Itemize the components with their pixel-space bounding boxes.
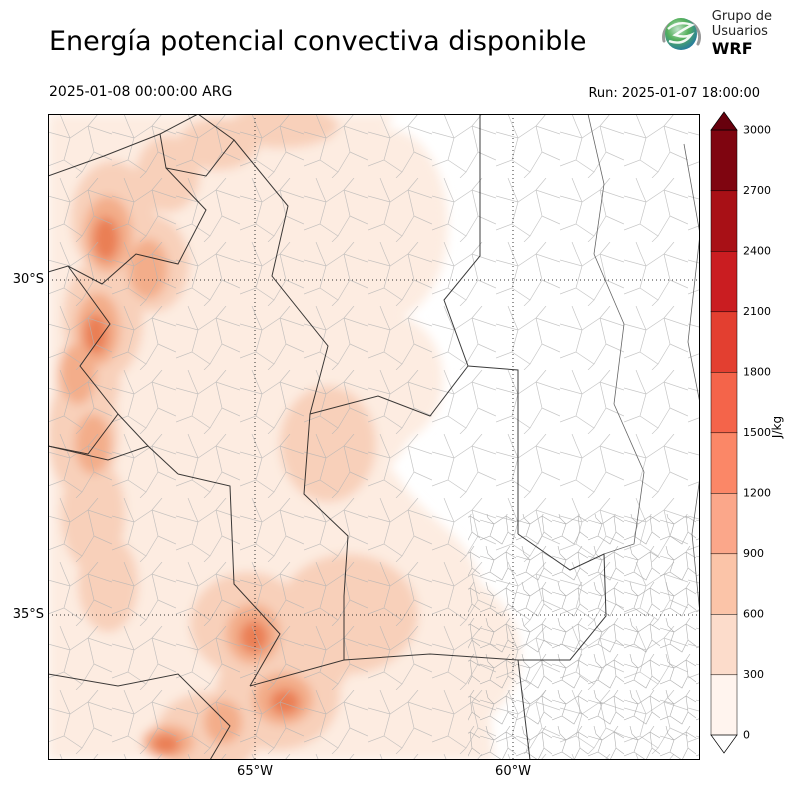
colorbar-segment	[710, 371, 738, 434]
colorbar-tick-label: 3000	[743, 124, 771, 137]
logo-org-line1: Grupo de	[711, 9, 772, 24]
logo-text: Grupo de Usuarios WRF	[711, 9, 772, 58]
colorbar-unit-label: J/kg	[770, 415, 785, 439]
colorbar-tick-label: 1500	[743, 426, 771, 439]
colorbar-tick-label: 2100	[743, 305, 771, 318]
cape-map	[48, 114, 700, 760]
colorbar-segment	[710, 129, 738, 192]
colorbar-segment	[710, 674, 738, 736]
colorbar-tick-label: 1800	[743, 366, 771, 379]
lon-tick-65w: 65°W	[237, 764, 273, 779]
map-border	[48, 114, 700, 760]
colorbar-tick-label: 1200	[743, 487, 771, 500]
colorbar-tick-label: 2400	[743, 245, 771, 258]
logo-org-line2: Usuarios	[711, 23, 768, 39]
logo-wrf-label: WRF	[711, 38, 753, 58]
colorbar-tick-label: 600	[743, 608, 764, 621]
colorbar: 0 300 600 900 1200 1500 1800 2100 2400 2700 3000	[710, 111, 771, 754]
wrf-logo: Grupo de Usuarios WRF	[658, 9, 772, 58]
gridlines	[48, 114, 700, 760]
run-time-label: Run: 2025-01-07 18:00:00	[588, 86, 760, 101]
department-boundaries-dense	[468, 514, 700, 760]
colorbar-segment	[710, 613, 738, 676]
lat-tick-35s: 35°S	[12, 607, 44, 622]
colorbar-tick-label: 900	[743, 547, 764, 560]
lon-tick-60w: 60°W	[495, 764, 531, 779]
colorbar-segment	[710, 432, 738, 494]
colorbar-segment	[710, 492, 738, 555]
globe-icon	[661, 18, 701, 51]
colorbar-tick-label: 0	[743, 729, 750, 742]
province-boundaries	[48, 114, 607, 760]
lat-tick-30s: 30°S	[12, 272, 44, 287]
colorbar-tick-label: 2700	[743, 184, 771, 197]
colorbar-segment	[710, 250, 738, 313]
colorbar-over-arrow	[710, 111, 738, 131]
colorbar-segment	[710, 553, 738, 615]
colorbar-under-arrow	[710, 734, 738, 754]
colorbar-tick-label: 300	[743, 668, 764, 681]
river-boundaries	[587, 114, 700, 615]
valid-time-label: 2025-01-08 00:00:00 ARG	[49, 84, 233, 100]
page-title: Energía potencial convectiva disponible	[49, 26, 587, 57]
colorbar-segment	[710, 190, 738, 252]
colorbar-segment	[710, 311, 738, 373]
